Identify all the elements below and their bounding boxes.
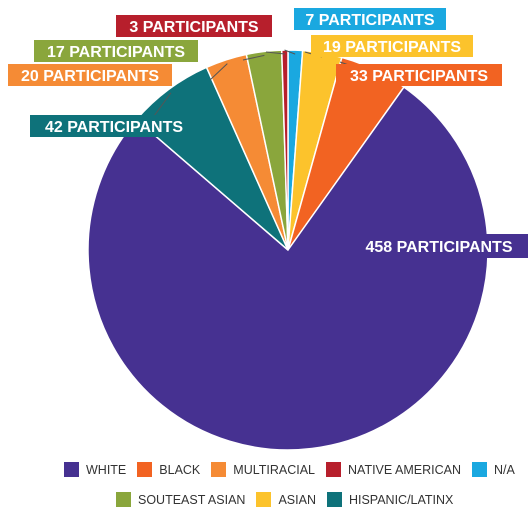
data-label-hispanic-latinx: 42 PARTICIPANTS [30,115,198,137]
legend-item-white: WHITE [64,462,126,477]
data-label-text: 42 PARTICIPANTS [45,119,183,136]
pie-slices [87,49,489,451]
legend-label: SOUTEAST ASIAN [138,492,246,507]
legend-swatch [326,492,342,507]
data-label-box [34,40,198,62]
legend-item-asian: ASIAN [256,492,316,507]
data-label-box [8,64,172,86]
data-label-black: 33 PARTICIPANTS [336,64,502,86]
legend-label: BLACK [159,462,201,477]
legend-label: N/A [494,462,515,477]
leader-line-native-american [265,51,285,55]
data-label-box [116,15,272,37]
legend-item-black: BLACK [137,462,200,477]
legend-swatch [472,462,487,477]
data-label-text: 20 PARTICIPANTS [21,68,159,85]
legend-swatch [116,492,131,507]
slice-labels: 7 PARTICIPANTS 19 PARTICIPANTS 33 PARTICIP… [8,8,528,258]
legend-item-native-american: NATIVE AMERICAN [326,462,461,477]
legend-swatch [137,462,153,477]
legend-item-multiracial: MULTIRACIAL [211,462,315,477]
leader-line-souteast-asian [242,54,265,61]
legend-swatch [64,462,79,477]
data-label-text: 17 PARTICIPANTS [47,44,185,61]
data-label-native-american: 3 PARTICIPANTS [116,15,272,37]
data-label-text: 3 PARTICIPANTS [129,19,259,36]
legend-swatch [326,462,342,477]
legend-label: ASIAN [278,492,316,507]
data-label-text: 458 PARTICIPANTS [366,239,513,256]
legend-item-hispanic-latinx: HISPANIC/LATINX [326,492,454,507]
data-label-multiracial: 20 PARTICIPANTS [8,64,172,86]
data-label-asian: 19 PARTICIPANTS [311,35,473,57]
legend-item-n-a: N/A [472,462,515,477]
data-label-box [350,234,528,258]
legend-label: HISPANIC/LATINX [348,492,454,507]
data-label-n-a: 7 PARTICIPANTS [294,8,446,30]
legend-row-2: SOUTEAST ASIAN ASIAN HISPANIC/LATINX [116,492,464,507]
pie-slice-white [87,86,489,451]
leader-lines [153,49,373,117]
data-label-box [311,35,473,57]
data-label-text: 19 PARTICIPANTS [323,39,461,56]
data-label-box [294,8,446,30]
legend-swatch [256,492,272,507]
legend-swatch [211,462,227,477]
data-label-souteast-asian: 17 PARTICIPANTS [34,40,198,62]
legend-label: WHITE [86,462,127,477]
data-label-white: 458 PARTICIPANTS [350,234,528,258]
leader-line-n-a [284,49,296,55]
legend-label: MULTIRACIAL [233,462,316,477]
data-label-box [336,64,502,86]
legend-row-1: WHITE BLACK MULTIRACIAL NATIVE AMERICAN N/A [64,462,526,477]
data-label-box [30,115,198,137]
leader-line-multiracial [209,63,228,81]
legend-item-souteast-asian: SOUTEAST ASIAN [116,492,245,507]
leader-line-hispanic-latinx [153,92,172,117]
data-label-text: 7 PARTICIPANTS [305,12,435,29]
data-label-text: 33 PARTICIPANTS [350,68,488,85]
legend-label: NATIVE AMERICAN [348,462,461,477]
